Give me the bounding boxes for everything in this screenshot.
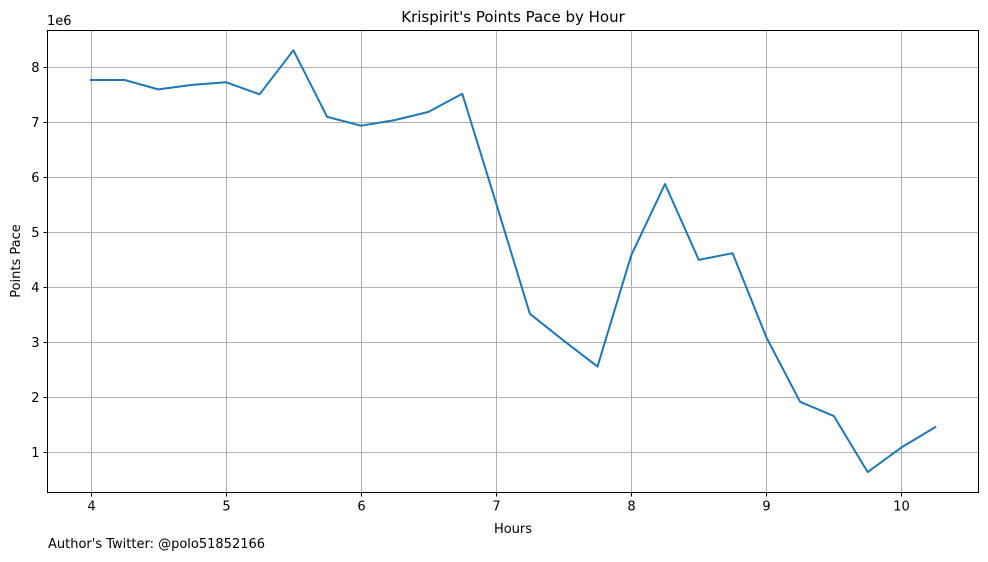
x-tick-label: 5: [222, 500, 230, 515]
x-tick-label: 8: [627, 500, 635, 515]
x-tick-label: 6: [357, 500, 365, 515]
y-axis-ticks: 1 2 3 4 5 6 7 8: [31, 61, 48, 461]
x-tick-label: 9: [762, 500, 770, 515]
plot-area-frame: [47, 30, 979, 493]
y-tick-label: 5: [31, 226, 39, 241]
x-axis-ticks: 4 5 6 7 8 9 10: [87, 492, 910, 515]
x-tick-label: 4: [87, 500, 95, 515]
y-tick-label: 4: [31, 281, 39, 296]
y-tick-label: 1: [31, 446, 39, 461]
x-tick-label: 10: [893, 500, 910, 515]
x-axis-label: Hours: [494, 522, 532, 537]
series-line-group: [89, 49, 937, 474]
y-tick-label: 8: [31, 61, 39, 76]
author-credit: Author's Twitter: @polo51852166: [48, 537, 266, 552]
y-axis-label: Points Pace: [9, 224, 24, 298]
y-tick-label: 6: [31, 171, 39, 186]
y-tick-label: 3: [31, 336, 39, 351]
x-tick-label: 7: [492, 500, 500, 515]
y-axis-multiplier: 1e6: [47, 14, 72, 29]
y-tick-label: 7: [31, 116, 39, 131]
grid: [47, 30, 979, 493]
series-line: [89, 49, 937, 474]
chart-title: Krispirit's Points Pace by Hour: [401, 8, 625, 26]
y-tick-label: 2: [31, 391, 39, 406]
